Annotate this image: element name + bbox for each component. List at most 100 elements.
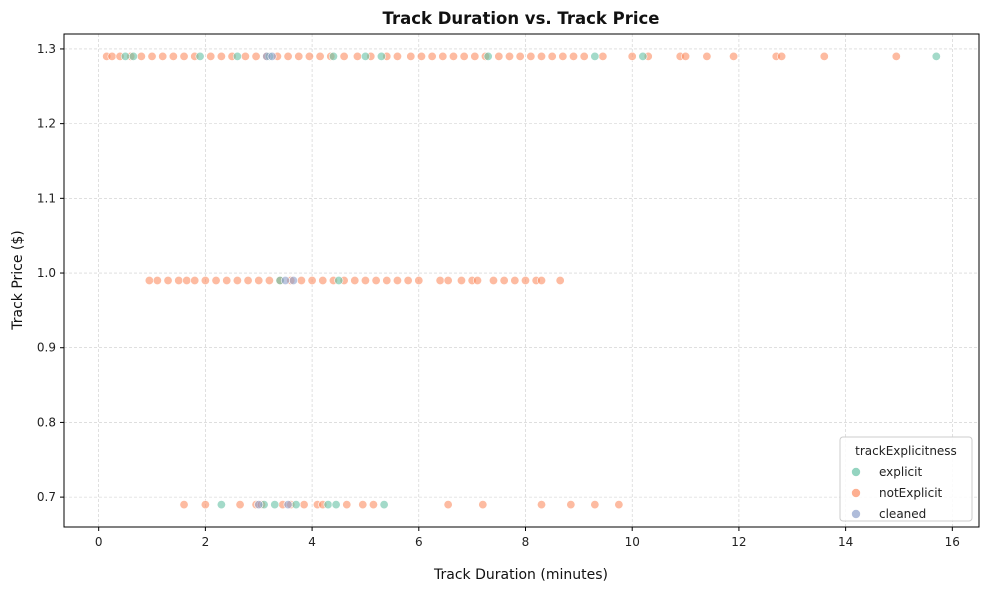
legend-marker-cleaned (851, 509, 861, 519)
data-point-notExplicit (558, 51, 568, 61)
data-point-notExplicit (152, 275, 162, 285)
data-point-notExplicit (681, 51, 691, 61)
x-axis-ticks: 0 2 4 6 8 10 12 14 16 (95, 527, 960, 549)
legend-box (839, 436, 973, 522)
data-point-notExplicit (200, 500, 210, 510)
data-point-notExplicit (702, 51, 712, 61)
data-point-notExplicit (240, 51, 250, 61)
data-point-notExplicit (264, 275, 274, 285)
x-tick-label: 8 (522, 535, 530, 549)
data-point-notExplicit (368, 500, 378, 510)
data-point-notExplicit (163, 275, 173, 285)
data-point-notExplicit (342, 500, 352, 510)
data-point-notExplicit (547, 51, 557, 61)
data-point-notExplicit (211, 275, 221, 285)
data-point-explicit (216, 500, 226, 510)
data-point-notExplicit (243, 275, 253, 285)
data-point-explicit (195, 51, 205, 61)
legend-marker-explicit (851, 467, 861, 477)
data-point-notExplicit (416, 51, 426, 61)
x-tick-label: 14 (838, 535, 853, 549)
plot-frame (63, 33, 980, 528)
data-point-notExplicit (448, 51, 458, 61)
data-point-notExplicit (555, 275, 565, 285)
data-point-notExplicit (566, 500, 576, 510)
data-point-notExplicit (579, 51, 589, 61)
data-point-explicit (931, 51, 941, 61)
data-point-notExplicit (526, 51, 536, 61)
data-point-notExplicit (179, 500, 189, 510)
x-tick-label: 12 (731, 535, 746, 549)
y-tick-label: 1.0 (37, 266, 56, 280)
data-point-notExplicit (427, 51, 437, 61)
data-point-notExplicit (478, 500, 488, 510)
data-point-notExplicit (488, 275, 498, 285)
data-point-notExplicit (358, 500, 368, 510)
data-point-notExplicit (537, 275, 547, 285)
y-tick-label: 0.8 (37, 415, 56, 429)
data-point-notExplicit (443, 500, 453, 510)
data-point-notExplicit (590, 500, 600, 510)
x-tick-label: 0 (95, 535, 103, 549)
data-point-notExplicit (158, 51, 168, 61)
legend-label-cleaned: cleaned (879, 507, 926, 521)
data-point-notExplicit (304, 51, 314, 61)
data-point-explicit (379, 500, 389, 510)
data-point-notExplicit (537, 51, 547, 61)
data-point-notExplicit (147, 51, 157, 61)
data-point-notExplicit (251, 51, 261, 61)
legend-label-notExplicit: notExplicit (879, 486, 943, 500)
data-point-notExplicit (179, 51, 189, 61)
data-point-notExplicit (891, 51, 901, 61)
data-point-explicit (328, 51, 338, 61)
data-point-notExplicit (515, 51, 525, 61)
data-point-notExplicit (392, 275, 402, 285)
data-point-notExplicit (206, 51, 216, 61)
data-point-explicit (128, 51, 138, 61)
x-tick-label: 16 (945, 535, 960, 549)
x-axis-label: Track Duration (minutes) (433, 567, 608, 583)
data-point-notExplicit (136, 51, 146, 61)
data-point-notExplicit (222, 275, 232, 285)
data-point-notExplicit (504, 51, 514, 61)
data-point-notExplicit (371, 275, 381, 285)
data-point-explicit (232, 51, 242, 61)
data-point-notExplicit (315, 51, 325, 61)
legend: trackExplicitness explicit notExplicit cle… (839, 436, 973, 522)
data-point-notExplicit (521, 275, 531, 285)
data-point-cleaned (283, 500, 293, 510)
y-tick-label: 1.3 (37, 42, 56, 56)
data-point-notExplicit (307, 275, 317, 285)
data-point-notExplicit (296, 275, 306, 285)
data-point-explicit (376, 51, 386, 61)
data-point-notExplicit (598, 51, 608, 61)
data-point-cleaned (280, 275, 290, 285)
legend-items: explicit notExplicit cleaned (851, 465, 943, 521)
data-point-notExplicit (339, 51, 349, 61)
chart-title: Track Duration vs. Track Price (383, 9, 660, 28)
data-point-notExplicit (403, 275, 413, 285)
y-tick-label: 0.9 (37, 341, 56, 355)
data-point-notExplicit (174, 275, 184, 285)
data-point-notExplicit (819, 51, 829, 61)
data-point-notExplicit (299, 500, 309, 510)
legend-label-explicit: explicit (879, 465, 922, 479)
y-tick-label: 1.2 (37, 117, 56, 131)
y-tick-label: 1.1 (37, 191, 56, 205)
data-points (102, 51, 941, 510)
data-point-notExplicit (438, 51, 448, 61)
data-point-cleaned (254, 500, 264, 510)
data-point-notExplicit (510, 275, 520, 285)
data-point-notExplicit (254, 275, 264, 285)
data-point-explicit (323, 500, 333, 510)
data-point-notExplicit (729, 51, 739, 61)
data-point-explicit (331, 500, 341, 510)
data-point-notExplicit (777, 51, 787, 61)
data-point-explicit (270, 500, 280, 510)
data-point-notExplicit (235, 500, 245, 510)
data-point-notExplicit (537, 500, 547, 510)
data-point-notExplicit (392, 51, 402, 61)
y-axis-ticks: 0.7 0.8 0.9 1.0 1.1 1.2 1.3 (37, 42, 64, 504)
data-point-notExplicit (456, 275, 466, 285)
